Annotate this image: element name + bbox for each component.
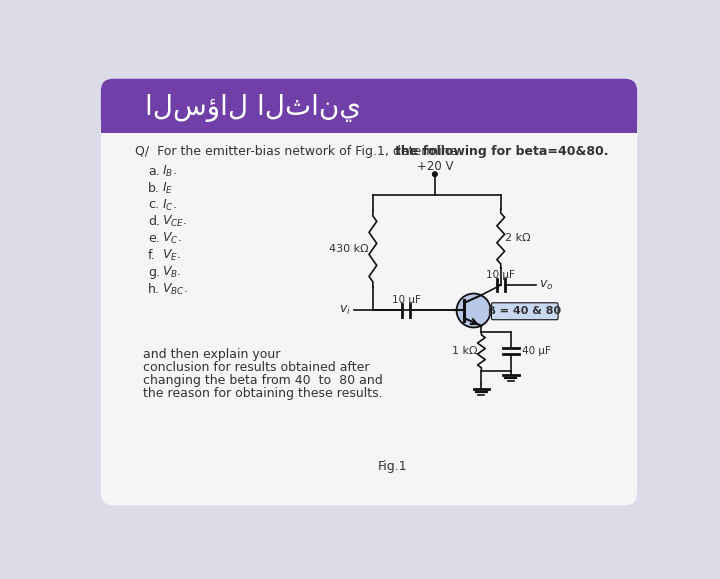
Text: $V_{CE}$.: $V_{CE}$.: [162, 214, 187, 229]
Text: $V_{BC}$.: $V_{BC}$.: [162, 282, 188, 297]
Text: $I_E$: $I_E$: [162, 181, 174, 196]
Text: h.: h.: [148, 283, 160, 296]
Text: f.: f.: [148, 250, 156, 262]
Text: $V_C$.: $V_C$.: [162, 232, 181, 247]
Text: 10 μF: 10 μF: [392, 295, 420, 305]
Text: c.: c.: [148, 199, 159, 211]
Text: $v_i$: $v_i$: [338, 304, 351, 317]
Text: e.: e.: [148, 232, 160, 245]
FancyBboxPatch shape: [101, 79, 637, 133]
Text: the reason for obtaining these results.: the reason for obtaining these results.: [143, 387, 382, 400]
Text: and then explain your: and then explain your: [143, 348, 280, 361]
Text: السؤال الثاني: السؤال الثاني: [145, 94, 361, 122]
Text: Fig.1: Fig.1: [377, 460, 407, 473]
Text: conclusion for results obtained after: conclusion for results obtained after: [143, 361, 369, 374]
Text: $V_B$.: $V_B$.: [162, 265, 181, 280]
FancyBboxPatch shape: [492, 303, 558, 320]
Text: 1 kΩ: 1 kΩ: [452, 346, 477, 356]
Text: +20 V: +20 V: [417, 160, 453, 173]
Text: the following for beta=40&80.: the following for beta=40&80.: [395, 145, 609, 159]
Text: b.: b.: [148, 182, 160, 195]
Text: d.: d.: [148, 215, 160, 229]
Text: 430 kΩ: 430 kΩ: [329, 244, 369, 254]
Text: $v_o$: $v_o$: [539, 278, 553, 292]
Text: changing the beta from 40  to  80 and: changing the beta from 40 to 80 and: [143, 374, 382, 387]
Circle shape: [456, 294, 490, 328]
Text: 10 μF: 10 μF: [486, 270, 516, 280]
Text: a.: a.: [148, 164, 160, 178]
Circle shape: [433, 172, 437, 177]
Text: $I_C$.: $I_C$.: [162, 197, 177, 212]
FancyBboxPatch shape: [101, 79, 637, 505]
Text: $I_B$.: $I_B$.: [162, 164, 176, 179]
Text: 40 μF: 40 μF: [522, 346, 551, 356]
Bar: [101, 112, 637, 133]
Text: 2 kΩ: 2 kΩ: [505, 233, 531, 244]
Text: g.: g.: [148, 266, 160, 279]
Text: Q/  For the emitter-bias network of Fig.1, determine: Q/ For the emitter-bias network of Fig.1…: [135, 145, 462, 159]
Text: β = 40 & 80: β = 40 & 80: [488, 306, 562, 316]
Text: $V_E$.: $V_E$.: [162, 248, 181, 263]
